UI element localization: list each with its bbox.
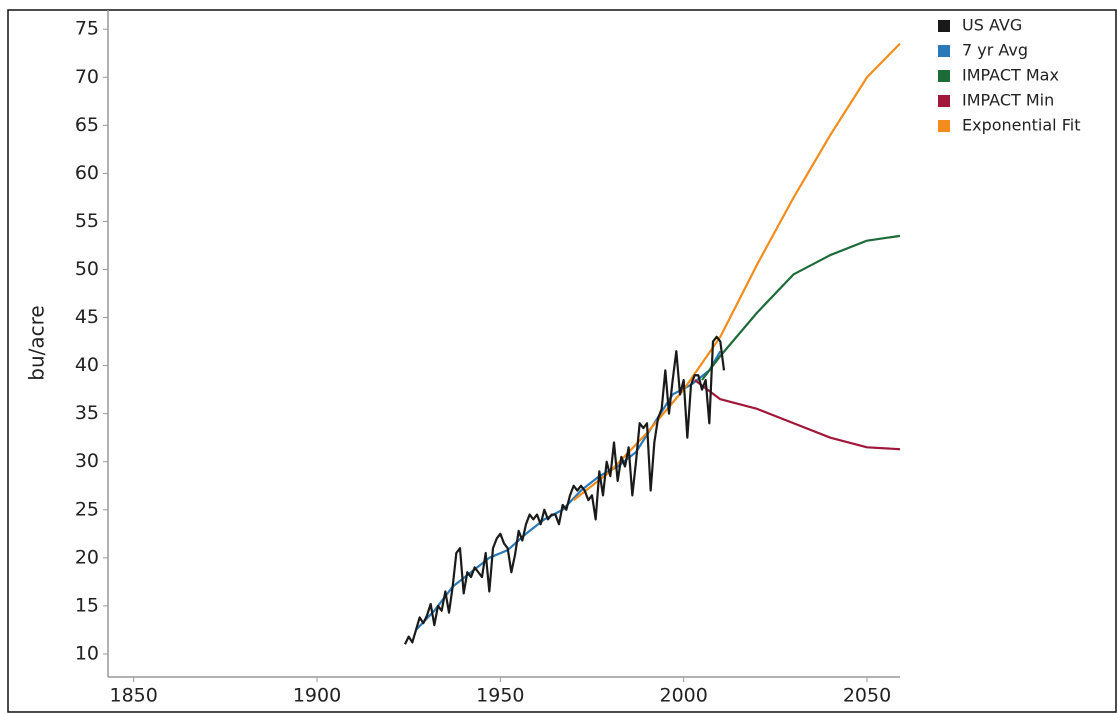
y-tick-label: 65 xyxy=(75,114,99,136)
y-tick-label: 15 xyxy=(75,594,99,616)
series-line xyxy=(404,335,726,645)
y-tick-label: 40 xyxy=(75,354,99,376)
legend-label: 7 yr Avg xyxy=(962,41,1028,60)
x-tick-label: 1900 xyxy=(293,685,341,707)
x-tick-label: 2000 xyxy=(659,685,707,707)
y-tick-label: 25 xyxy=(75,498,99,520)
y-tick-label: 35 xyxy=(75,402,99,424)
legend-label: US AVG xyxy=(962,16,1022,35)
legend-swatch xyxy=(938,70,950,82)
y-tick-label: 75 xyxy=(75,18,99,40)
legend-swatch xyxy=(938,95,950,107)
series-line xyxy=(572,42,901,502)
x-tick-label: 1950 xyxy=(476,685,524,707)
legend-label: Exponential Fit xyxy=(962,116,1080,135)
frame xyxy=(7,9,1117,713)
x-tick-label: 1850 xyxy=(109,685,157,707)
y-tick-label: 45 xyxy=(75,306,99,328)
legend-label: IMPACT Min xyxy=(962,91,1054,110)
series-line xyxy=(415,350,722,631)
y-axis-label: bu/acre xyxy=(25,305,49,380)
legend-swatch xyxy=(938,120,950,132)
series-line xyxy=(694,379,901,451)
legend-swatch xyxy=(938,45,950,57)
x-tick-label: 2050 xyxy=(843,685,891,707)
y-tick-label: 30 xyxy=(75,450,99,472)
y-tick-label: 10 xyxy=(75,642,99,664)
series-line xyxy=(701,234,901,381)
y-tick-label: 20 xyxy=(75,546,99,568)
y-tick-label: 60 xyxy=(75,162,99,184)
y-tick-label: 55 xyxy=(75,210,99,232)
legend-swatch xyxy=(938,20,950,32)
legend-label: IMPACT Max xyxy=(962,66,1059,85)
y-tick-label: 70 xyxy=(75,66,99,88)
y-tick-label: 50 xyxy=(75,258,99,280)
